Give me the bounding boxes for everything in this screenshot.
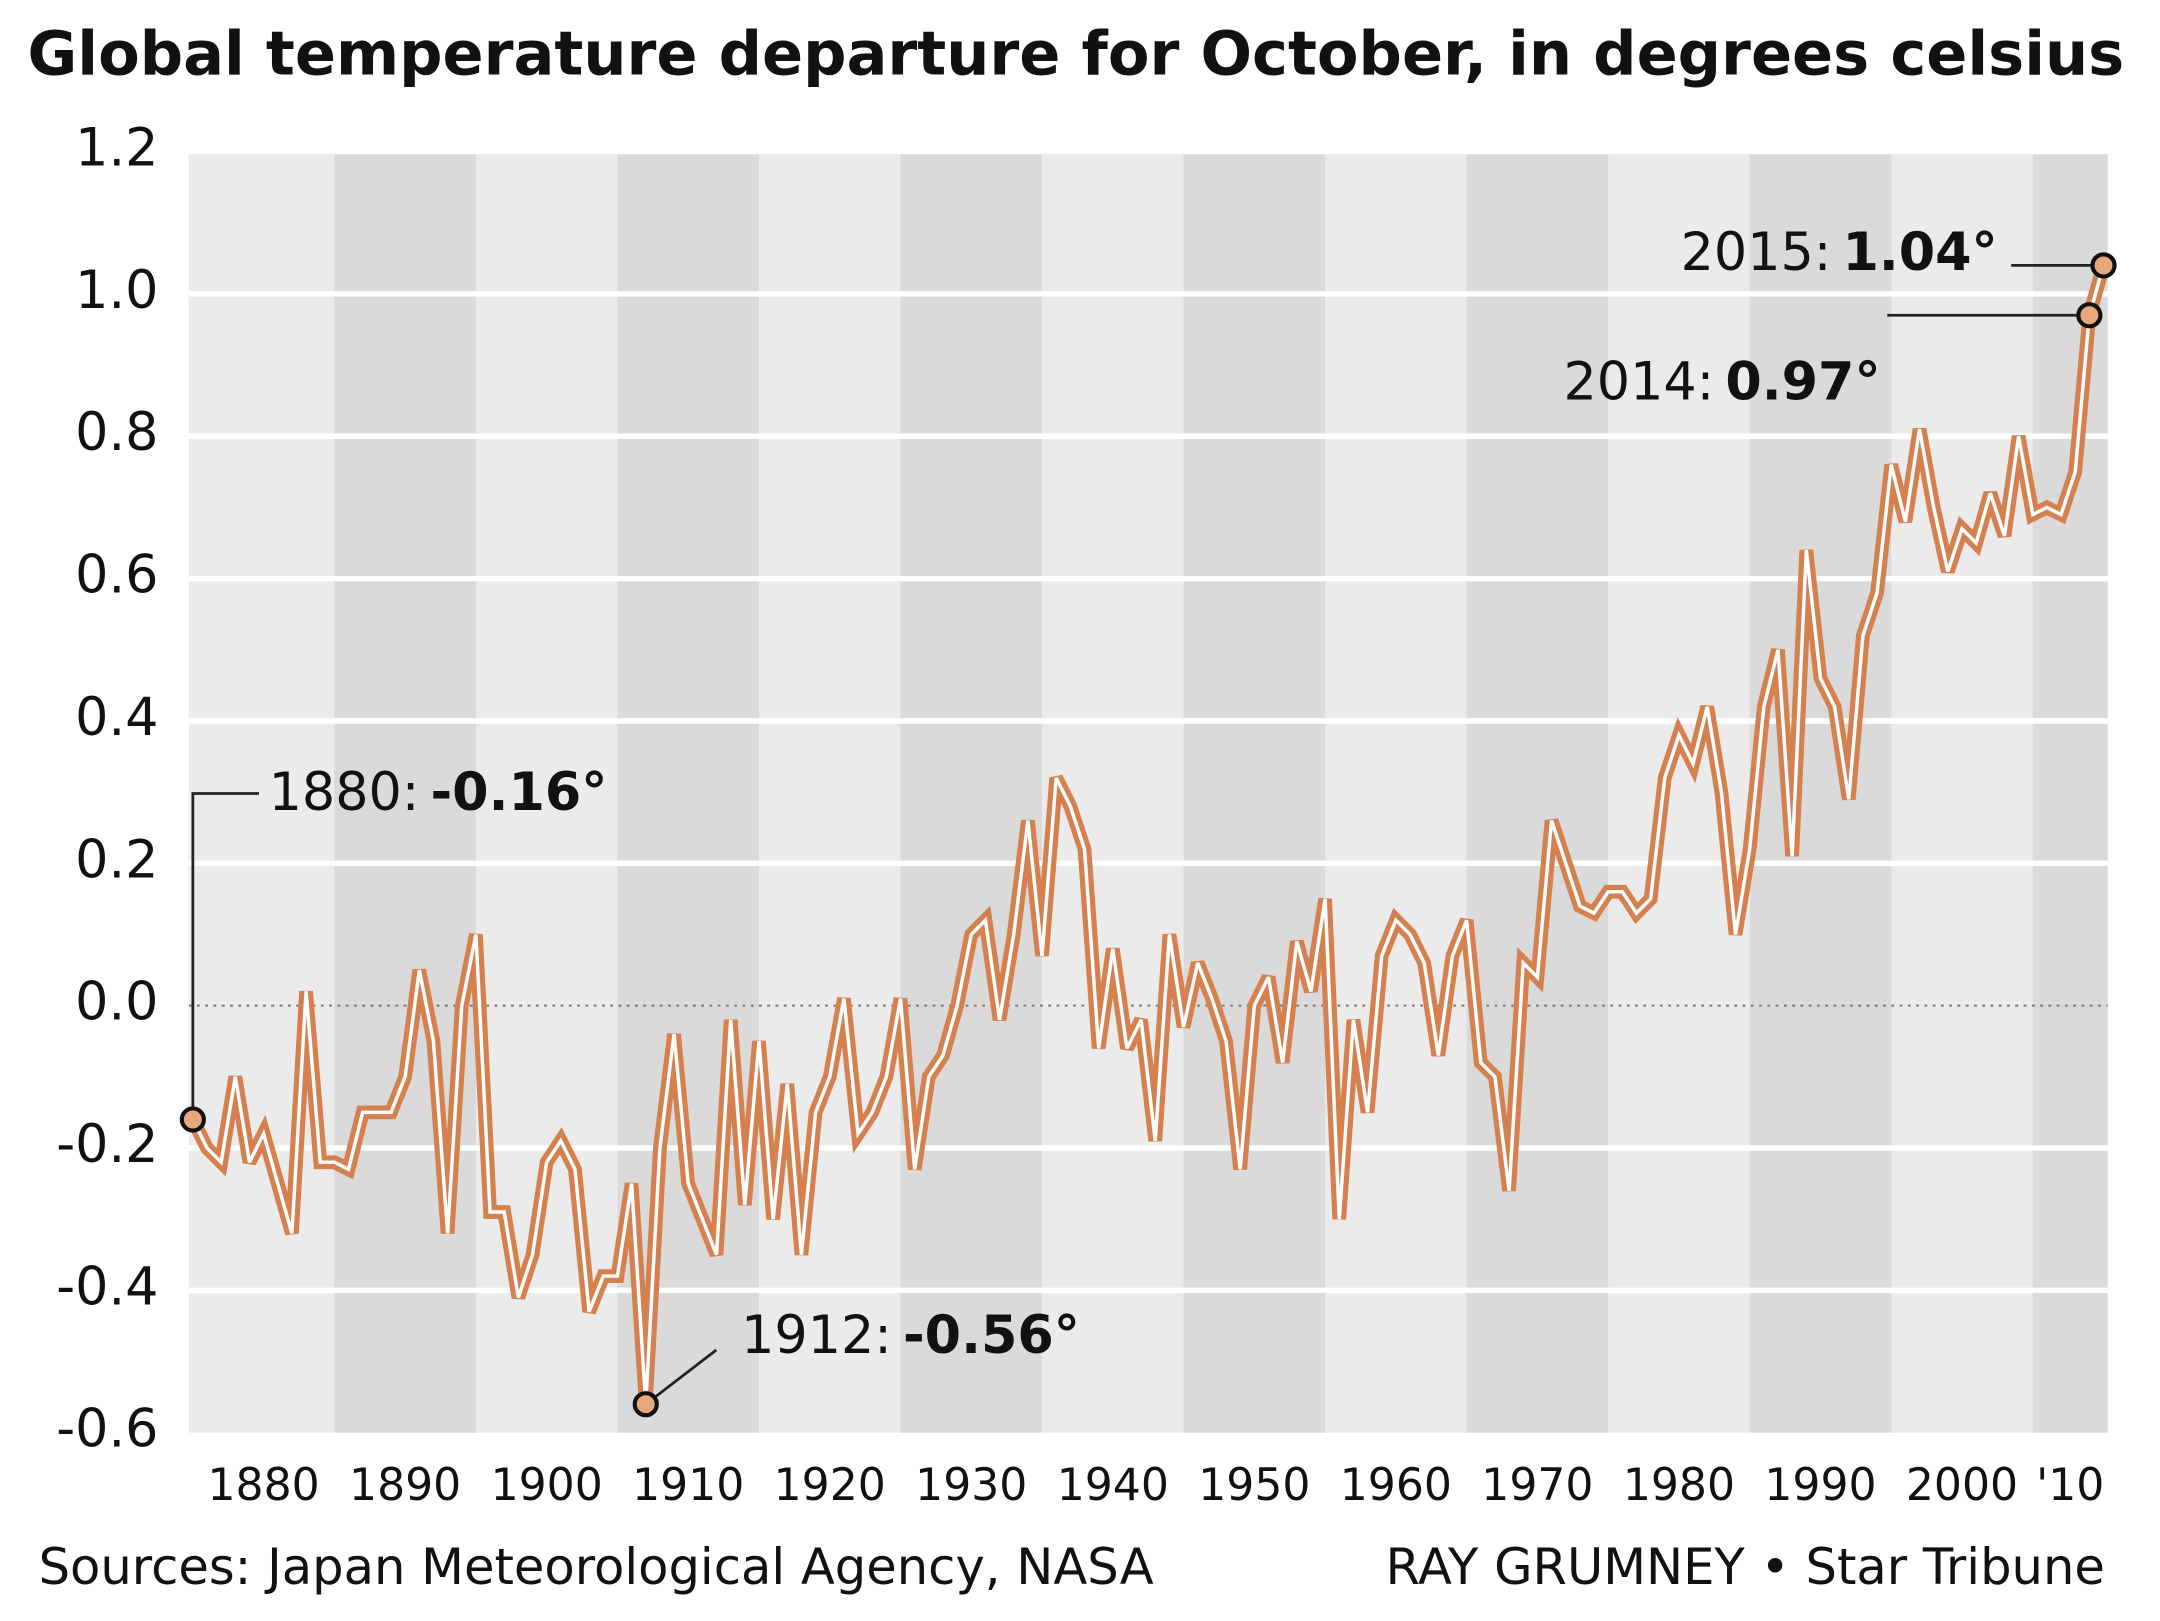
annotation-value: 1.04°: [1842, 222, 1997, 283]
decade-band: [1183, 151, 1326, 1433]
y-tick-label: 0.6: [75, 545, 158, 606]
x-tick-label: 1890: [349, 1460, 461, 1511]
x-tick-label: 1900: [491, 1460, 603, 1511]
annotation-year: 2015:: [1681, 222, 1832, 283]
x-tick-label: 1940: [1057, 1460, 1169, 1511]
annotation-year: 1880:: [269, 762, 420, 823]
y-tick-label: -0.6: [56, 1399, 158, 1460]
y-tick-label: 0.0: [75, 972, 158, 1033]
y-tick-label: 1.0: [75, 260, 158, 321]
annotation-year: 2014:: [1564, 352, 1715, 413]
credit: RAY GRUMNEY • Star Tribune: [1386, 1538, 2105, 1596]
leader-line: [191, 792, 259, 1120]
y-tick-label: -0.2: [56, 1114, 158, 1175]
x-tick-label: '10: [2036, 1460, 2104, 1511]
annotation: 2014: 0.97°: [1564, 352, 1881, 413]
annotation-marker: [632, 1391, 659, 1418]
chart-title: Global temperature departure for October…: [28, 19, 2125, 89]
x-tick-label: 1920: [774, 1460, 886, 1511]
leader-line: [644, 1348, 718, 1406]
annotation-marker: [179, 1106, 206, 1133]
annotation: 2015: 1.04°: [1681, 222, 1998, 283]
y-tick-label: 0.4: [75, 687, 158, 748]
annotation-marker: [2090, 252, 2117, 279]
y-tick-label: 0.8: [75, 402, 158, 463]
x-tick-label: 1950: [1198, 1460, 1310, 1511]
source: Sources: Japan Meteorological Agency, NA…: [39, 1538, 1154, 1596]
decade-band: [1749, 151, 1892, 1433]
y-tick-label: 1.2: [75, 118, 158, 179]
annotation-value: -0.56°: [903, 1305, 1080, 1366]
decade-band: [1466, 151, 1609, 1433]
annotation-year: 1912:: [741, 1305, 892, 1366]
annotation-marker: [2076, 302, 2103, 329]
x-tick-label: 1960: [1340, 1460, 1452, 1511]
annotation-value: -0.16°: [430, 762, 607, 823]
x-tick-label: 1910: [632, 1460, 744, 1511]
y-tick-label: 0.2: [75, 829, 158, 890]
x-tick-label: 1990: [1764, 1460, 1876, 1511]
y-tick-label: -0.4: [56, 1256, 158, 1317]
x-tick-label: 1970: [1481, 1460, 1593, 1511]
decade-band: [617, 151, 759, 1433]
annotation: 1912: -0.56°: [741, 1305, 1080, 1366]
annotation-value: 0.97°: [1725, 352, 1880, 413]
decade-band: [2032, 151, 2108, 1433]
line-highlight: [191, 264, 2106, 1405]
annotation: 1880: -0.16°: [269, 762, 608, 823]
x-tick-label: 1930: [915, 1460, 1027, 1511]
x-tick-label: 1880: [208, 1460, 320, 1511]
decade-band: [900, 151, 1043, 1433]
x-tick-label: 2000: [1906, 1460, 2018, 1511]
x-tick-label: 1980: [1623, 1460, 1735, 1511]
